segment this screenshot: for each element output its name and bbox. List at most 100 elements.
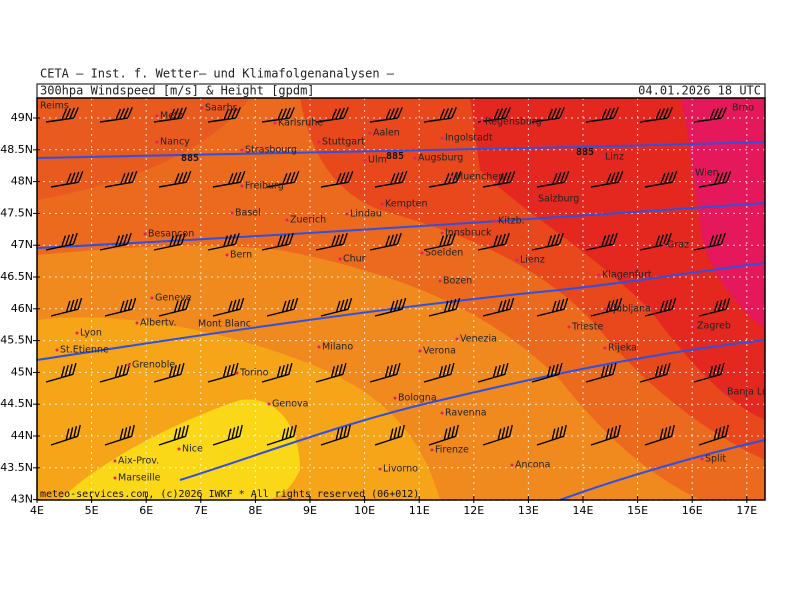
wind-barb: [536, 424, 567, 446]
city-dot: [155, 114, 159, 118]
wind-barb: [531, 107, 565, 123]
wind-barb: [698, 424, 729, 446]
wind-barb: [99, 362, 131, 383]
wind-barb: [158, 297, 191, 317]
wind-barb: [428, 297, 461, 317]
city-label: Basel: [235, 208, 261, 219]
city-label: Soelden: [425, 248, 463, 259]
city-dot: [567, 325, 571, 329]
wind-barb: [45, 232, 78, 251]
city-label: Muenchen: [455, 172, 504, 183]
wind-barb: [482, 170, 516, 188]
wind-barb: [423, 107, 457, 123]
city-dot: [363, 158, 367, 162]
city-label: Nancy: [160, 137, 190, 148]
city-label: Nice: [182, 444, 203, 455]
wind-barb: [266, 424, 297, 446]
lon-label: 17E: [736, 504, 757, 517]
city-dot: [317, 140, 321, 144]
city-dot: [155, 140, 159, 144]
wind-barb: [320, 297, 353, 317]
contour-line: [559, 439, 765, 500]
city-dot: [135, 321, 139, 325]
city-label: Karlsruhe: [278, 118, 323, 129]
city-label: Regensburg: [485, 117, 542, 128]
city-dot: [380, 202, 384, 206]
wind-barb: [693, 107, 727, 123]
city-dot: [600, 155, 604, 159]
city-label: Metz: [160, 111, 183, 122]
wind-barb: [315, 362, 347, 383]
lon-label: 12E: [463, 504, 484, 517]
city-label: Lindau: [350, 209, 382, 220]
wind-barb: [261, 232, 294, 251]
city-label: Wien: [695, 168, 719, 179]
wind-barb: [531, 232, 564, 251]
city-label: Split: [705, 454, 726, 465]
city-dot: [240, 148, 244, 152]
wind-barb: [428, 170, 462, 188]
wind-barb: [423, 232, 456, 251]
city-label: Torino: [239, 368, 269, 379]
city-label: St.Etienne: [60, 345, 109, 356]
city-label: Graz: [667, 240, 689, 251]
lon-label: 8E: [248, 504, 262, 517]
wind-barb: [315, 107, 349, 123]
lon-label: 16E: [682, 504, 703, 517]
city-dot: [533, 197, 537, 201]
city-dot: [285, 218, 289, 222]
wind-barb: [104, 297, 137, 317]
wind-barb: [369, 107, 403, 123]
wind-barb: [153, 232, 186, 251]
wind-barb: [99, 232, 132, 251]
wind-barb: [212, 424, 243, 446]
wind-barb: [644, 424, 675, 446]
city-dot: [597, 273, 601, 277]
lon-label: 13E: [518, 504, 539, 517]
contour-line: [179, 339, 765, 481]
wind-barb: [104, 170, 138, 188]
city-label: Kempten: [385, 199, 427, 210]
city-label: Klagenfurt: [602, 270, 652, 281]
city-dot: [75, 331, 79, 335]
city-dot: [420, 251, 424, 255]
wind-barb: [104, 424, 135, 446]
lon-label: 15E: [627, 504, 648, 517]
wind-barb: [320, 170, 354, 188]
city-dot: [273, 121, 277, 125]
wind-barb: [212, 170, 246, 188]
city-label: Freiburg: [245, 181, 284, 192]
city-label: Aix-Prov.: [118, 456, 159, 467]
city-label: Brno: [732, 103, 754, 114]
wind-barb: [207, 232, 240, 251]
contour-line: [37, 262, 765, 361]
wind-barb: [266, 297, 299, 317]
city-label: Livorno: [383, 464, 418, 475]
city-dot: [603, 307, 607, 311]
city-dot: [515, 258, 519, 262]
city-label: Innsbruck: [445, 228, 492, 239]
lat-label: 45N: [11, 365, 33, 378]
city-dot: [225, 253, 229, 257]
city-dot: [480, 120, 484, 124]
wind-barb: [50, 170, 84, 188]
city-dot: [727, 106, 731, 110]
valid-date: 04.01.2026 18 UTC: [638, 84, 761, 98]
city-label: Kitzb.: [498, 216, 525, 227]
city-dot: [240, 184, 244, 188]
city-label: Verona: [423, 346, 456, 357]
city-dot: [345, 212, 349, 216]
city-dot: [230, 211, 234, 215]
lat-label: 45.5N: [0, 334, 33, 347]
wind-barb: [99, 107, 133, 123]
city-dot: [200, 106, 204, 110]
city-dot: [177, 447, 181, 451]
lat-label: 44N: [11, 429, 33, 442]
wind-barb: [207, 362, 239, 383]
wind-barb: [158, 424, 189, 446]
city-label: Albertv.: [140, 318, 177, 329]
city-label: Strasbourg: [245, 145, 297, 156]
map-area: Reims Metz Saarbr. Karlsruhe Stuttgart Aalen I…: [37, 98, 765, 500]
city-dot: [393, 396, 397, 400]
